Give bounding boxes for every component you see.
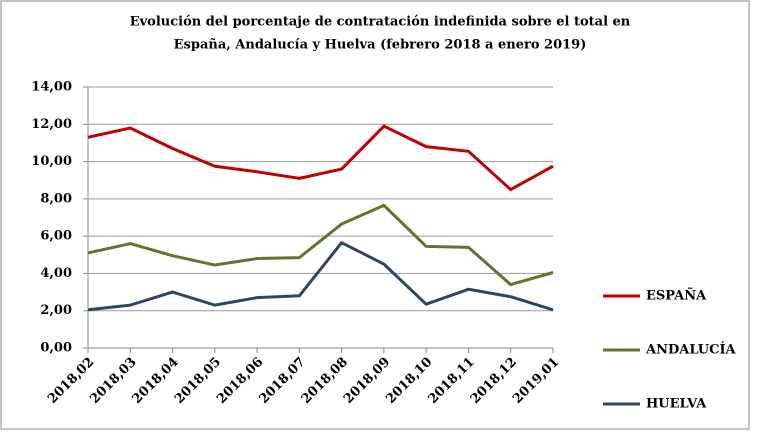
y-tick-label: 2,00 (40, 303, 72, 318)
y-tick-label: 12,00 (31, 117, 72, 132)
legend-label: HUELVA (646, 397, 707, 412)
series-line (87, 203, 554, 287)
legend-label: ANDALUCÍA (645, 342, 737, 358)
y-tick-label: 10,00 (31, 154, 72, 169)
y-tick-label: 0,00 (40, 341, 72, 356)
chart-title: Evolución del porcentaje de contratación… (130, 15, 631, 30)
chart-title: España, Andalucía y Huelva (febrero 2018… (174, 38, 587, 53)
y-tick-label: 4,00 (40, 266, 72, 281)
series-line (87, 241, 554, 312)
y-tick-label: 8,00 (40, 191, 72, 206)
series-line (87, 124, 554, 192)
y-tick-label: 14,00 (31, 80, 72, 95)
legend-label: ESPAÑA (646, 288, 707, 304)
y-tick-label: 6,00 (40, 229, 72, 244)
